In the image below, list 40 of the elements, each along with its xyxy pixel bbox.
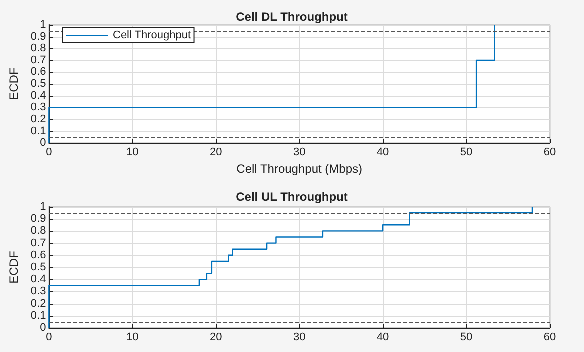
y-tick-label: 0.2 [30, 298, 46, 310]
y-tick-label: 0.9 [30, 30, 46, 43]
y-tick-label: 0.7 [30, 237, 46, 250]
y-tick-label: 0 [40, 322, 46, 334]
y-tick-label: 0.3 [30, 102, 46, 114]
x-axis-title: Cell Throughput (Mbps) [236, 162, 363, 176]
y-tick-label: 0.5 [30, 262, 46, 274]
y-tick-label: 0.9 [30, 213, 46, 226]
y-tick-label: 0.8 [30, 225, 46, 238]
y-tick-label: 0.4 [30, 90, 46, 102]
x-tick-label: 10 [126, 332, 139, 344]
legend-label: Cell Throughput [113, 30, 192, 42]
y-tick-label: 0.5 [30, 78, 46, 90]
y-tick-label: 0.1 [30, 125, 46, 138]
y-tick-label: 1 [40, 19, 46, 31]
y-tick-label: 0.3 [30, 286, 46, 298]
chart-title: Cell UL Throughput [236, 190, 348, 204]
y-axis-title: ECDF [7, 251, 21, 284]
x-tick-label: 60 [544, 146, 556, 159]
y-tick-label: 0.8 [30, 42, 46, 55]
y-tick-label: 0.1 [30, 310, 46, 322]
chart-title: Cell DL Throughput [236, 10, 348, 24]
y-tick-label: 0.2 [30, 113, 46, 126]
x-tick-label: 20 [210, 146, 222, 159]
x-tick-label: 40 [376, 146, 390, 159]
y-tick-label: 0.7 [30, 54, 46, 66]
x-tick-label: 20 [210, 332, 222, 344]
y-tick-label: 0 [40, 137, 46, 150]
y-tick-label: 0.4 [30, 274, 46, 286]
x-tick-label: 60 [544, 332, 556, 344]
x-tick-label: 30 [293, 146, 306, 159]
y-tick-label: 0.6 [30, 66, 46, 78]
y-tick-label: 1 [40, 201, 46, 213]
x-tick-label: 30 [293, 332, 306, 344]
y-tick-label: 0.6 [30, 249, 46, 262]
x-tick-label: 40 [376, 332, 390, 344]
x-tick-label: 50 [460, 146, 473, 159]
x-tick-label: 50 [460, 332, 473, 344]
x-tick-label: 10 [126, 146, 139, 159]
y-axis-title: ECDF [7, 68, 21, 100]
